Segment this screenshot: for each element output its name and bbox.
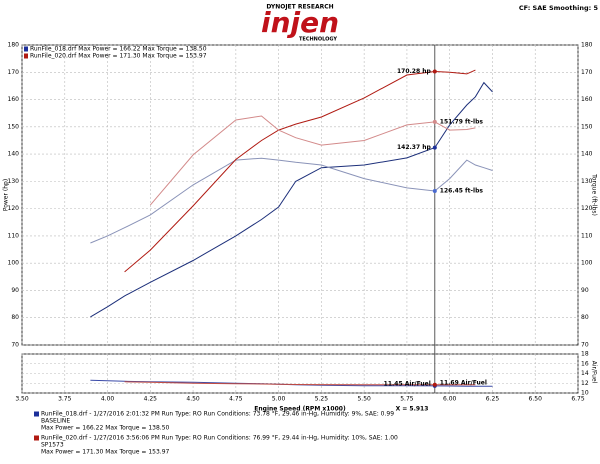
info-line: SP1573	[41, 442, 64, 449]
x-tick-label: 5.25	[315, 396, 329, 403]
y-tick-label: 180	[8, 42, 20, 49]
marker-label: 142.37 hp	[397, 144, 432, 151]
info-line: Max Power = 171.30 Max Torque = 153.97	[41, 449, 170, 456]
y2-axis-title: Torque (ft-lbs)	[591, 173, 598, 216]
cursor-marker	[432, 189, 437, 194]
cursor-marker	[432, 69, 437, 74]
legend-swatch	[24, 46, 28, 52]
legend-entry: RunFile_018.drf Max Power = 166.22 Max T…	[30, 46, 207, 53]
y-tick-label: 110	[8, 232, 20, 239]
settings: CF: SAE Smoothing: 5	[519, 4, 599, 12]
x-tick-label: 5.00	[272, 396, 286, 403]
cursor-marker	[432, 382, 437, 387]
x-tick-label: 4.25	[144, 396, 158, 403]
x-tick-label: 5.50	[357, 396, 371, 403]
af-tick-label: 16	[581, 360, 589, 367]
info-swatch	[34, 411, 39, 417]
series-line	[124, 381, 476, 386]
marker-label: 126.45 ft-lbs	[440, 188, 484, 195]
info-line: BASELINE	[41, 418, 70, 425]
info-line: RunFile_020.drf - 1/27/2016 3:56:06 PM R…	[41, 435, 398, 442]
y-tick-label: 120	[8, 205, 20, 212]
y2-tick-label: 130	[581, 178, 593, 185]
cursor-marker	[432, 119, 437, 124]
legend-swatch	[24, 53, 28, 59]
y-tick-label: 90	[11, 287, 19, 294]
y2-tick-label: 140	[581, 151, 593, 158]
x-axis-title: Engine Speed (RPM x1000)	[254, 406, 346, 413]
af-axis-title: Air/Fuel	[591, 361, 598, 384]
brand: injen	[261, 6, 339, 39]
y2-tick-label: 80	[581, 314, 589, 321]
marker-label: 170.28 hp	[397, 68, 432, 75]
y-tick-label: 170	[8, 69, 20, 76]
info-swatch	[34, 435, 39, 441]
brand-sub: TECHNOLOGY	[299, 37, 337, 43]
x-tick-label: 6.00	[443, 396, 457, 403]
x-tick-label: 6.75	[571, 396, 585, 403]
info-line: Max Power = 166.22 Max Torque = 138.50	[41, 425, 170, 432]
series-line	[124, 69, 476, 273]
cursor-marker	[432, 145, 437, 150]
af-tick-label: 10	[581, 390, 589, 397]
af-tick-label: 12	[581, 380, 589, 387]
y-tick-label: 80	[11, 314, 19, 321]
series-line	[90, 157, 493, 244]
marker-label: 151.79 ft-lbs	[440, 118, 484, 125]
y2-tick-label: 160	[581, 96, 593, 103]
x-tick-label: 6.50	[529, 396, 543, 403]
series-line	[149, 115, 476, 206]
x-tick-label: 4.50	[186, 396, 200, 403]
y-tick-label: 150	[8, 123, 20, 130]
y-tick-label: 130	[8, 178, 20, 185]
y-tick-label: 100	[8, 260, 20, 267]
x-tick-label: 3.50	[15, 396, 29, 403]
cursor-label: X = 5.913	[396, 406, 429, 413]
y-tick-label: 70	[11, 342, 19, 349]
af-tick-label: 14	[581, 370, 589, 377]
y-tick-label: 140	[8, 151, 20, 158]
y2-tick-label: 90	[581, 287, 589, 294]
y2-tick-label: 120	[581, 205, 593, 212]
x-tick-label: 5.75	[400, 396, 414, 403]
y2-tick-label: 100	[581, 260, 593, 267]
y-tick-label: 160	[8, 96, 20, 103]
y2-tick-label: 170	[581, 69, 593, 76]
x-tick-label: 3.75	[58, 396, 72, 403]
series-line	[90, 81, 493, 318]
y2-tick-label: 70	[581, 342, 589, 349]
info-line: RunFile_018.drf - 1/27/2016 2:01:32 PM R…	[41, 411, 394, 418]
x-tick-label: 6.25	[486, 396, 500, 403]
y2-tick-label: 150	[581, 123, 593, 130]
plot-frame	[21, 44, 579, 346]
header: DYNOJET RESEARCH	[266, 4, 333, 11]
y2-tick-label: 180	[581, 42, 593, 49]
x-tick-label: 4.75	[229, 396, 243, 403]
x-tick-label: 4.00	[101, 396, 115, 403]
marker-label: 11.45 Air/Fuel	[384, 380, 431, 387]
y2-tick-label: 110	[581, 232, 593, 239]
legend-entry: RunFile_020.drf Max Power = 171.30 Max T…	[30, 53, 207, 60]
marker-label: 11.69 Air/Fuel	[440, 379, 487, 386]
af-tick-label: 18	[581, 351, 589, 358]
y-axis-title: Power (hp)	[3, 179, 10, 211]
